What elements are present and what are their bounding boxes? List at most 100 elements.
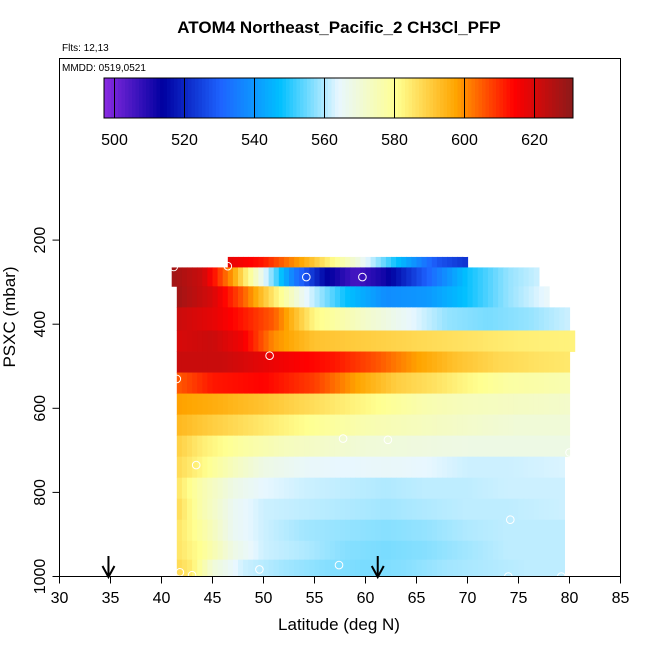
heat-cell [493,351,499,373]
colorbar-segment [513,78,518,118]
heat-cell [340,519,346,542]
heat-cell [355,456,361,479]
heat-cell [365,559,372,577]
heat-cell [411,435,418,458]
heat-cell [181,267,188,287]
heat-cell [538,477,545,500]
colorbar-segment [156,78,161,118]
heat-cell [493,559,499,577]
heat-cell [176,267,183,287]
heat-cell [472,540,479,561]
heat-cell [345,477,351,500]
heat-cell [345,351,351,373]
heat-cell [467,456,474,479]
colorbar-segment [219,78,224,118]
colorbar-segment [307,78,311,118]
colorbar-segment [485,78,490,118]
x-tick-label: 50 [255,590,273,607]
colorbar-segment [128,78,133,118]
heat-cell [477,519,484,542]
heat-cell [350,498,356,521]
heat-cell [289,393,295,416]
heat-cell [324,330,331,352]
heat-cell [472,307,479,331]
heat-cell [253,540,259,561]
heat-cell [513,267,520,287]
heat-cell [528,519,535,542]
heat-cell [212,267,219,287]
heat-cell [391,286,397,308]
heat-cell [197,267,203,287]
heat-cell [411,286,418,308]
heat-cell [273,477,280,500]
heat-cell [365,456,372,479]
heat-cell [436,477,443,500]
heat-cell [319,498,326,521]
heat-cell [176,414,183,437]
heat-cell [396,286,402,308]
heat-cell [508,519,514,542]
heat-cell [370,519,377,542]
colorbar-segment [184,78,189,118]
heat-cell [375,414,382,437]
heat-cell [416,393,423,416]
heat-cell [370,456,377,479]
heat-cell [273,559,280,577]
heat-cell [421,393,428,416]
heat-cell [319,519,326,542]
colorbar-tick-label: 580 [381,132,408,149]
heat-cell [498,414,504,437]
heat-cell [248,307,254,331]
heat-cell [426,330,433,352]
heat-cell [319,477,326,500]
heat-cell [436,559,443,577]
heat-cell [232,351,239,373]
heat-cell [207,498,214,521]
heat-cell [360,540,367,561]
heat-cell [309,330,316,352]
heat-cell [365,393,372,416]
heat-cell [472,435,479,458]
heat-cell [345,519,351,542]
heat-cell [192,307,198,331]
heat-cell [396,256,402,268]
heat-cell [401,456,407,479]
heat-cell [253,286,259,308]
heat-cell [391,372,397,394]
heat-cell [462,307,469,331]
heat-cell [406,414,412,437]
heat-cell [462,456,469,479]
heat-cell [401,372,407,394]
heat-cell [375,477,382,500]
heat-cell [329,456,336,479]
heat-cell [406,559,412,577]
heat-cell [202,330,208,352]
heat-cell [401,477,407,500]
heat-cell [431,414,438,437]
heat-cell [421,477,428,500]
heat-cell [355,393,361,416]
heat-cell [411,540,418,561]
heat-cell [544,286,550,308]
sample-points [169,248,574,581]
heat-cell [472,477,479,500]
heat-cell [426,393,433,416]
heat-cell [345,330,351,352]
heat-cell [197,498,203,521]
heat-cell [294,372,300,394]
heat-cell [181,477,188,500]
heat-cell [268,559,275,577]
heat-cell [447,540,453,561]
heat-cell [467,477,474,500]
heat-cell [329,307,336,331]
heat-cell [385,351,392,373]
heat-cell [263,307,270,331]
heat-cell [243,435,249,458]
heat-cell [324,456,331,479]
heat-cell [187,456,193,479]
heat-cell [564,414,571,437]
heat-cell [523,519,530,542]
heat-cell [340,559,346,577]
heat-cell [350,330,356,352]
heat-cell [559,519,565,542]
